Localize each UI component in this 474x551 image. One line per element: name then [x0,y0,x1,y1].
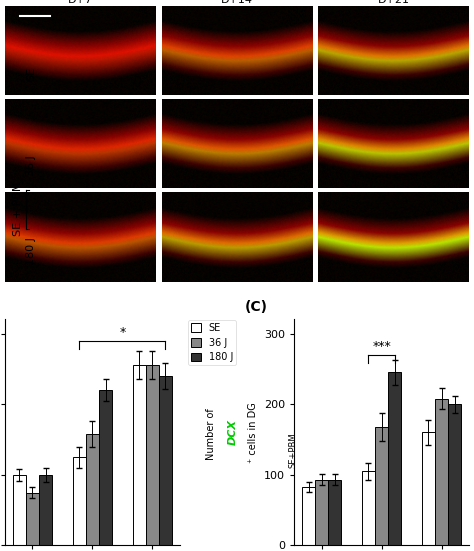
Bar [86,434,99,545]
Bar [26,493,39,545]
Title: D+14: D+14 [221,0,253,5]
Text: SE: SE [26,67,36,82]
Text: Number of: Number of [206,405,216,460]
Bar [328,480,341,545]
Bar [13,475,26,545]
Text: DCX: DCX [228,419,237,445]
Bar [388,372,401,545]
Bar [422,433,435,545]
Text: SE + PBM: SE + PBM [13,181,23,235]
Text: (A): (A) [9,8,33,22]
Bar [159,376,172,545]
Text: 36 J: 36 J [26,155,36,176]
Bar [362,471,375,545]
Bar [435,398,448,545]
Title: D+21: D+21 [378,0,410,5]
Legend: SE, 36 J, 180 J: SE, 36 J, 180 J [188,320,236,365]
Bar [39,475,52,545]
Text: ***: *** [372,341,391,353]
Text: SE+PBM: SE+PBM [289,433,298,468]
Bar [315,480,328,545]
Bar [448,404,461,545]
Bar [146,365,159,545]
Bar [302,487,315,545]
Text: 180 J: 180 J [26,237,36,264]
Bar [73,457,86,545]
Title: D+7: D+7 [68,0,92,5]
Bar [133,365,146,545]
Bar [375,427,388,545]
Text: (C): (C) [245,300,268,314]
Bar [99,390,112,545]
Text: *: * [119,326,126,339]
Text: ⁺ cells in DG: ⁺ cells in DG [248,402,258,463]
